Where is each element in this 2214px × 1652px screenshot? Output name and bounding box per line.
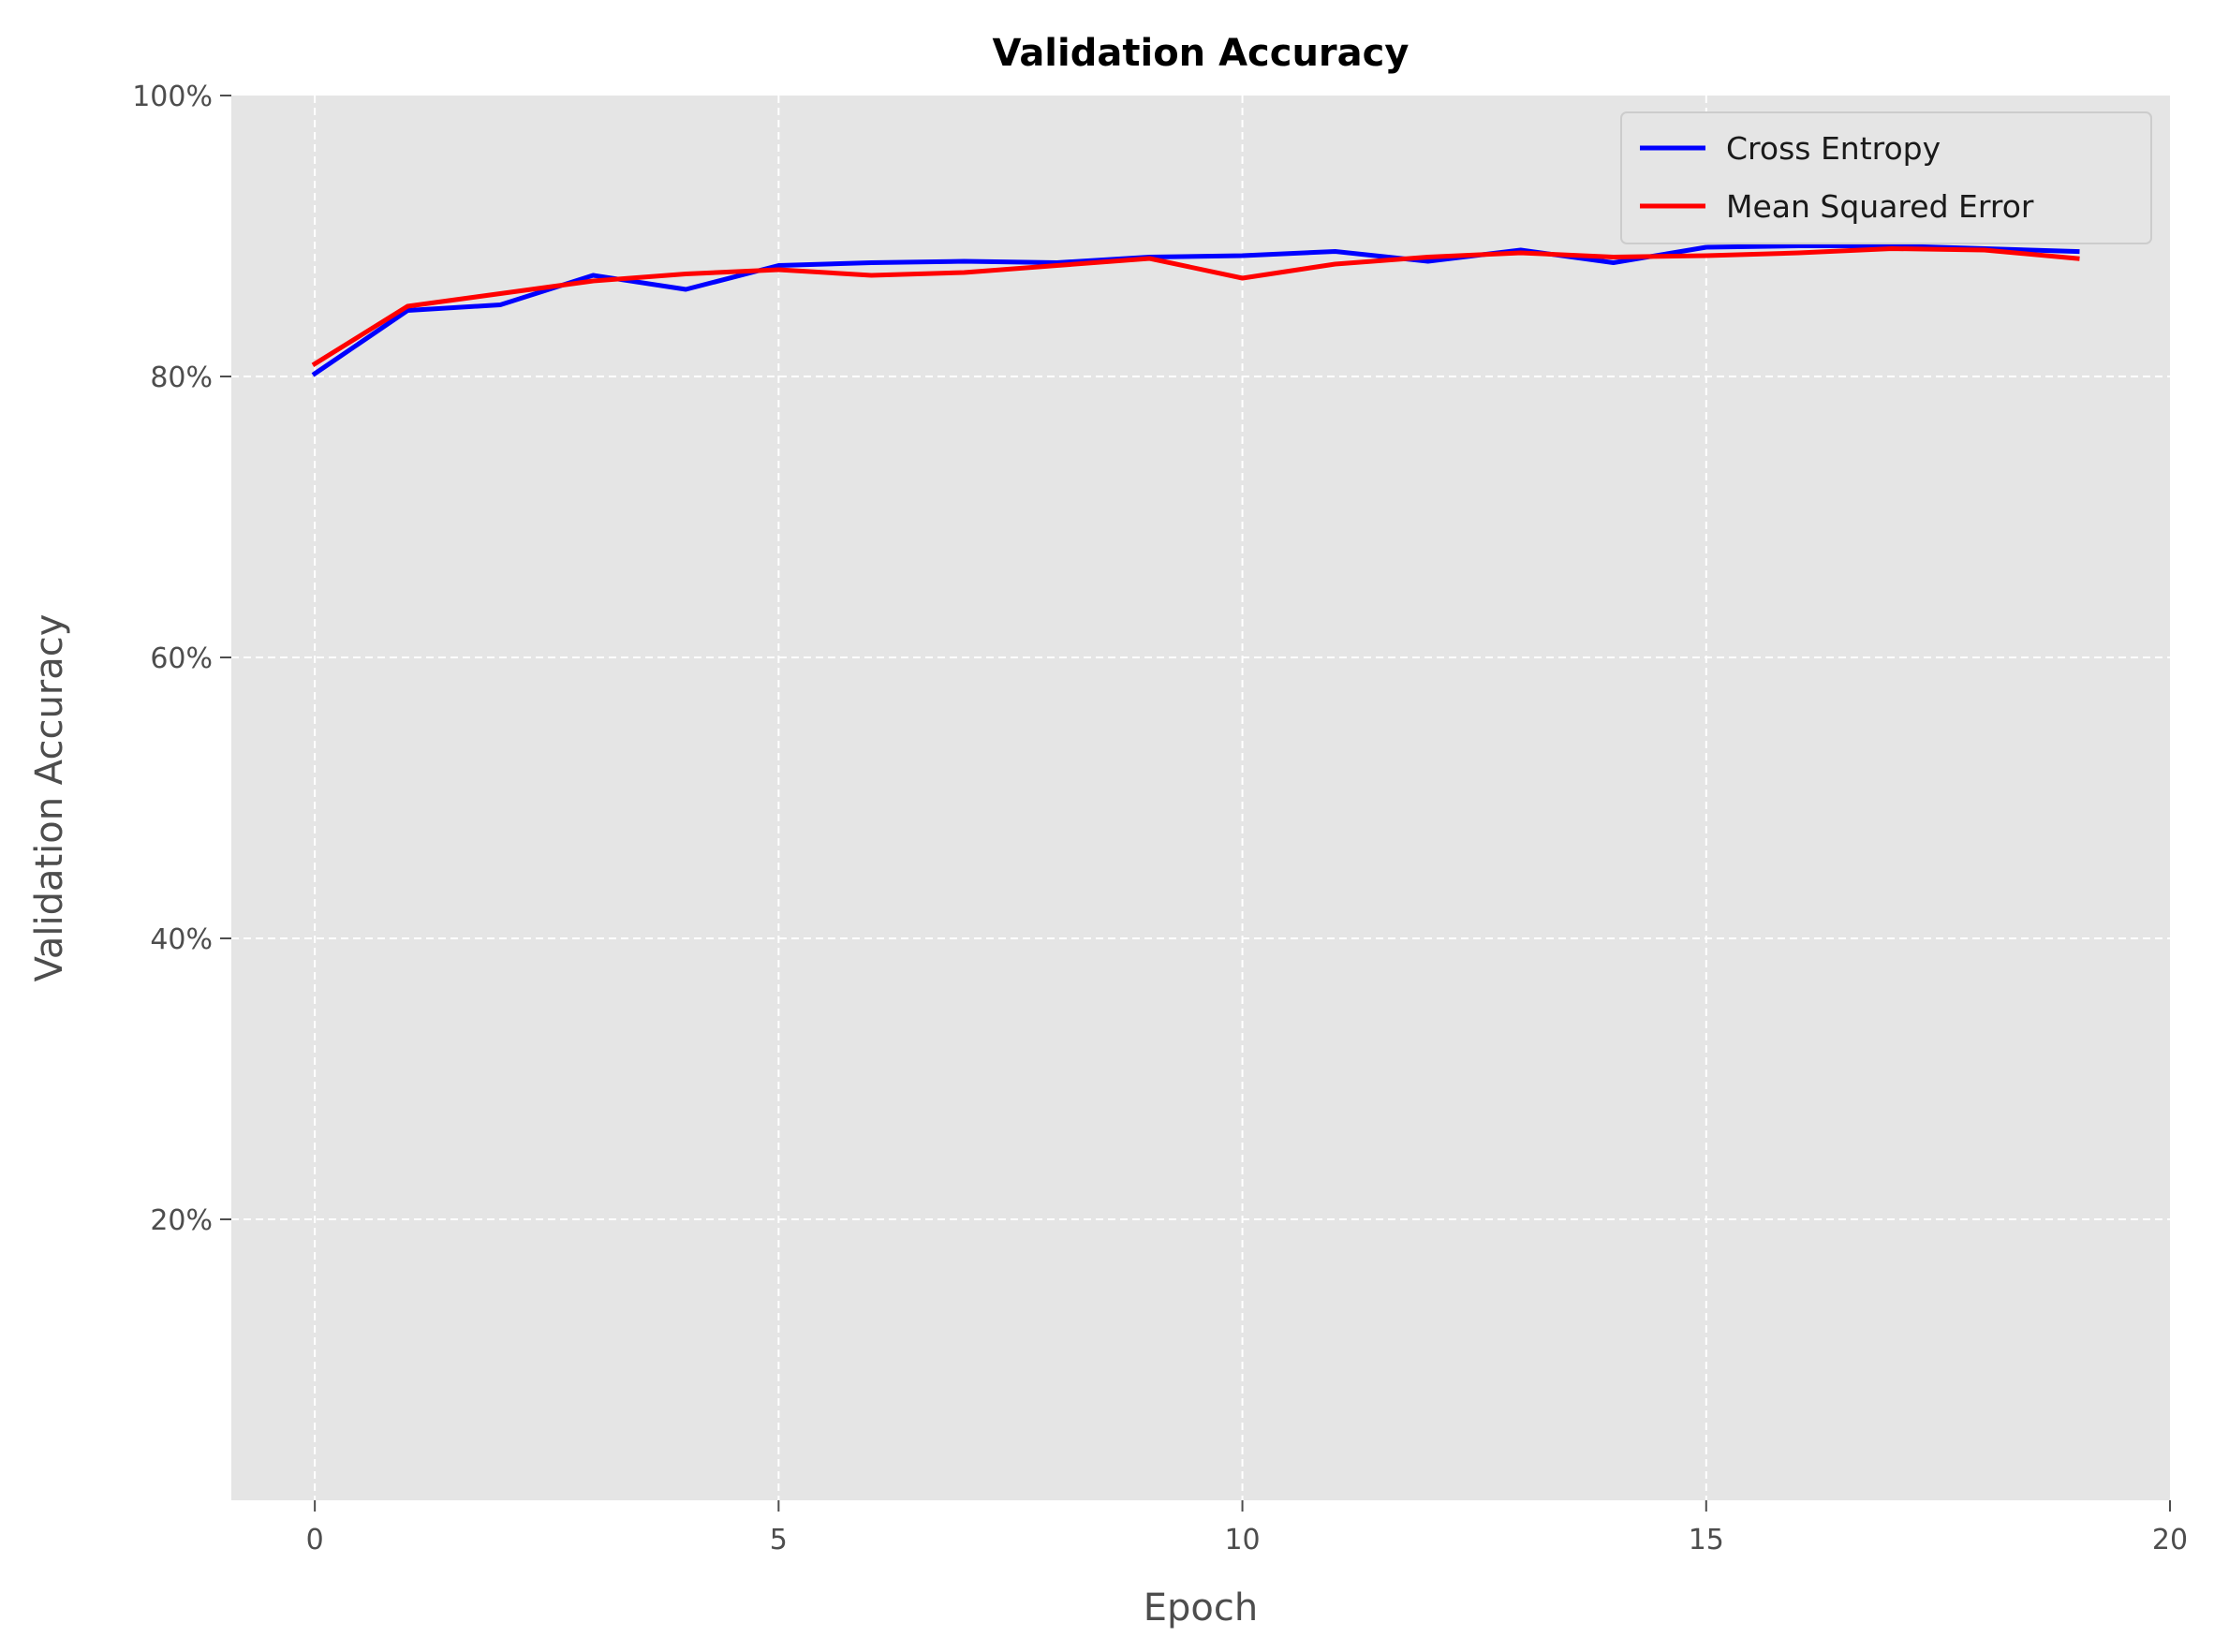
legend-label: Mean Squared Error [1726, 188, 2034, 225]
plot-background [231, 96, 2170, 1500]
legend-box [1620, 111, 2152, 244]
x-tick-label: 20 [2152, 1524, 2188, 1556]
y-tick-label: 20% [150, 1204, 213, 1237]
y-tick-label: 60% [150, 642, 213, 675]
x-tick-label: 10 [1224, 1524, 1260, 1556]
x-tick-label: 0 [306, 1524, 324, 1556]
legend: Cross Entropy Mean Squared Error [1620, 111, 2152, 244]
axes: 0 5 10 15 20 20% 40% 60% 80% 100% [132, 81, 2188, 1556]
chart-title: Validation Accuracy [993, 32, 1410, 75]
x-tick-label: 5 [770, 1524, 788, 1556]
x-tick-label: 15 [1689, 1524, 1724, 1556]
series-line-mean-squared-error [311, 246, 2080, 367]
y-tick-label: 40% [150, 923, 213, 956]
x-axis-label: Epoch [1144, 1586, 1258, 1630]
y-tick-label: 100% [132, 81, 213, 113]
grid-lines [231, 96, 2170, 1500]
series-layer [311, 243, 2080, 377]
y-tick-label: 80% [150, 361, 213, 394]
legend-label: Cross Entropy [1726, 130, 1941, 167]
y-axis-label: Validation Accuracy [28, 614, 71, 982]
